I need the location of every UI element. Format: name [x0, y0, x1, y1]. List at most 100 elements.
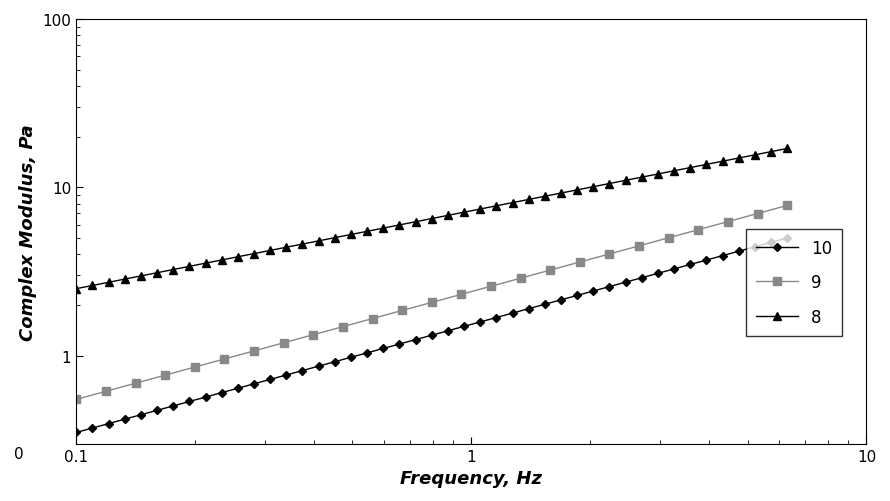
8	[265, 248, 276, 254]
8	[717, 159, 728, 165]
8	[71, 286, 82, 292]
10	[71, 429, 82, 435]
9	[101, 388, 111, 394]
8	[232, 255, 243, 261]
8	[571, 187, 582, 193]
10	[248, 381, 259, 387]
9	[693, 227, 704, 233]
8	[119, 277, 130, 283]
8	[184, 264, 195, 270]
10	[685, 262, 696, 268]
10	[523, 306, 534, 312]
10	[749, 244, 760, 250]
8	[588, 184, 599, 190]
Line: 10: 10	[73, 235, 790, 436]
9	[368, 316, 378, 322]
8	[507, 200, 518, 206]
9	[130, 380, 141, 386]
10	[571, 293, 582, 299]
10	[87, 425, 98, 431]
10	[636, 275, 647, 281]
X-axis label: Frequency, Hz: Frequency, Hz	[400, 469, 542, 487]
10	[782, 235, 793, 241]
8	[652, 172, 663, 178]
10	[329, 359, 340, 365]
8	[313, 238, 324, 244]
10	[555, 297, 566, 303]
9	[219, 356, 230, 362]
8	[782, 146, 793, 152]
10	[135, 412, 146, 418]
8	[297, 241, 308, 247]
10	[539, 302, 550, 308]
8	[733, 156, 744, 162]
8	[168, 267, 179, 273]
Text: 0: 0	[14, 446, 23, 461]
9	[782, 203, 793, 209]
9	[337, 324, 348, 330]
8	[87, 283, 98, 289]
9	[752, 211, 763, 217]
9	[575, 260, 586, 266]
10	[394, 341, 405, 347]
8	[216, 258, 227, 264]
8	[685, 165, 696, 171]
8	[426, 216, 437, 222]
10	[507, 311, 518, 317]
8	[248, 251, 259, 257]
10	[184, 399, 195, 405]
10	[668, 267, 679, 273]
8	[281, 244, 292, 250]
10	[604, 284, 615, 290]
10	[361, 350, 372, 356]
Line: 8: 8	[72, 145, 791, 293]
10	[168, 403, 179, 409]
9	[515, 276, 526, 282]
10	[345, 355, 356, 361]
8	[701, 162, 712, 168]
10	[313, 363, 324, 369]
10	[378, 346, 389, 352]
9	[486, 284, 497, 290]
9	[397, 308, 408, 314]
8	[765, 149, 776, 155]
10	[119, 416, 130, 422]
10	[103, 421, 114, 427]
Line: 9: 9	[72, 202, 791, 404]
9	[160, 372, 171, 378]
10	[200, 394, 211, 400]
10	[297, 368, 308, 374]
10	[620, 280, 631, 286]
9	[71, 397, 82, 403]
10	[652, 271, 663, 277]
8	[151, 270, 162, 276]
8	[361, 229, 372, 235]
10	[426, 333, 437, 339]
10	[151, 407, 162, 413]
9	[634, 243, 644, 249]
8	[749, 152, 760, 158]
8	[539, 194, 550, 200]
10	[216, 390, 227, 396]
10	[717, 253, 728, 259]
10	[475, 319, 486, 325]
8	[394, 222, 405, 228]
9	[545, 268, 555, 274]
10	[232, 385, 243, 391]
10	[410, 337, 421, 343]
8	[491, 203, 502, 209]
9	[723, 219, 733, 225]
10	[491, 315, 502, 321]
8	[458, 210, 469, 216]
8	[636, 175, 647, 181]
9	[248, 348, 259, 354]
10	[265, 377, 276, 383]
8	[555, 191, 566, 197]
8	[200, 261, 211, 267]
8	[103, 280, 114, 286]
8	[475, 206, 486, 212]
8	[378, 225, 389, 231]
9	[604, 252, 615, 258]
9	[190, 364, 200, 370]
8	[135, 274, 146, 280]
